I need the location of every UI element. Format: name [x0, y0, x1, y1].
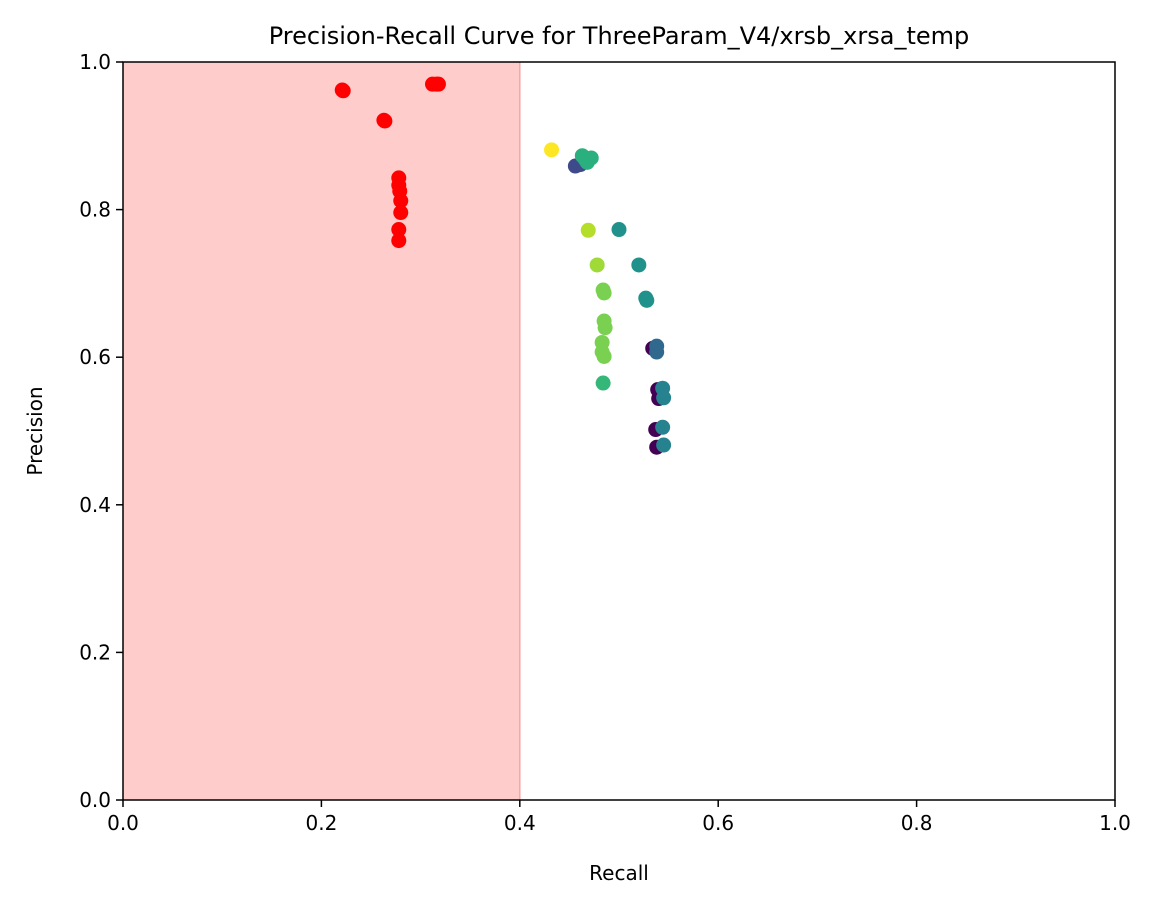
data-point	[596, 285, 612, 301]
y-tick-label: 0.4	[79, 493, 111, 517]
data-point	[589, 257, 605, 273]
y-tick-label: 0.6	[79, 345, 111, 369]
data-point	[335, 83, 351, 99]
data-point	[391, 222, 407, 238]
y-tick-label: 1.0	[79, 50, 111, 74]
data-point	[544, 142, 560, 158]
data-point	[577, 151, 593, 167]
data-point	[596, 348, 612, 364]
data-point	[393, 193, 409, 209]
data-point	[631, 257, 647, 273]
data-point	[377, 113, 393, 129]
y-tick-label: 0.2	[79, 640, 111, 664]
plot-frame	[122, 61, 1116, 801]
x-tick-label: 0.8	[901, 811, 933, 835]
x-tick-label: 0.6	[702, 811, 734, 835]
data-point	[580, 222, 596, 238]
data-point	[595, 375, 611, 391]
x-tick-label: 0.4	[504, 811, 536, 835]
y-axis: 0.0 0.2 0.4 0.6 0.8 1.0	[79, 50, 123, 812]
data-point	[430, 76, 446, 92]
x-tick-label: 0.2	[305, 811, 337, 835]
data-point	[656, 390, 672, 406]
shaded-region	[123, 62, 520, 800]
y-axis-title: Precision	[23, 386, 47, 475]
x-axis: 0.0 0.2 0.4 0.6 0.8 1.0	[107, 800, 1131, 835]
data-point	[656, 437, 672, 453]
data-point	[649, 344, 665, 360]
shaded-region-layer	[123, 62, 521, 800]
y-tick-label: 0.8	[79, 198, 111, 222]
x-tick-label: 0.0	[107, 811, 139, 835]
x-tick-label: 1.0	[1099, 811, 1131, 835]
data-point	[639, 292, 655, 308]
data-point	[597, 320, 613, 336]
y-tick-label: 0.0	[79, 788, 111, 812]
data-point	[393, 205, 409, 221]
x-axis-title: Recall	[589, 861, 649, 885]
data-point	[391, 233, 407, 249]
scatter-points-layer	[334, 76, 672, 455]
data-point	[611, 222, 627, 238]
data-point	[655, 419, 671, 435]
chart-title: Precision-Recall Curve for ThreeParam_V4…	[269, 22, 970, 50]
